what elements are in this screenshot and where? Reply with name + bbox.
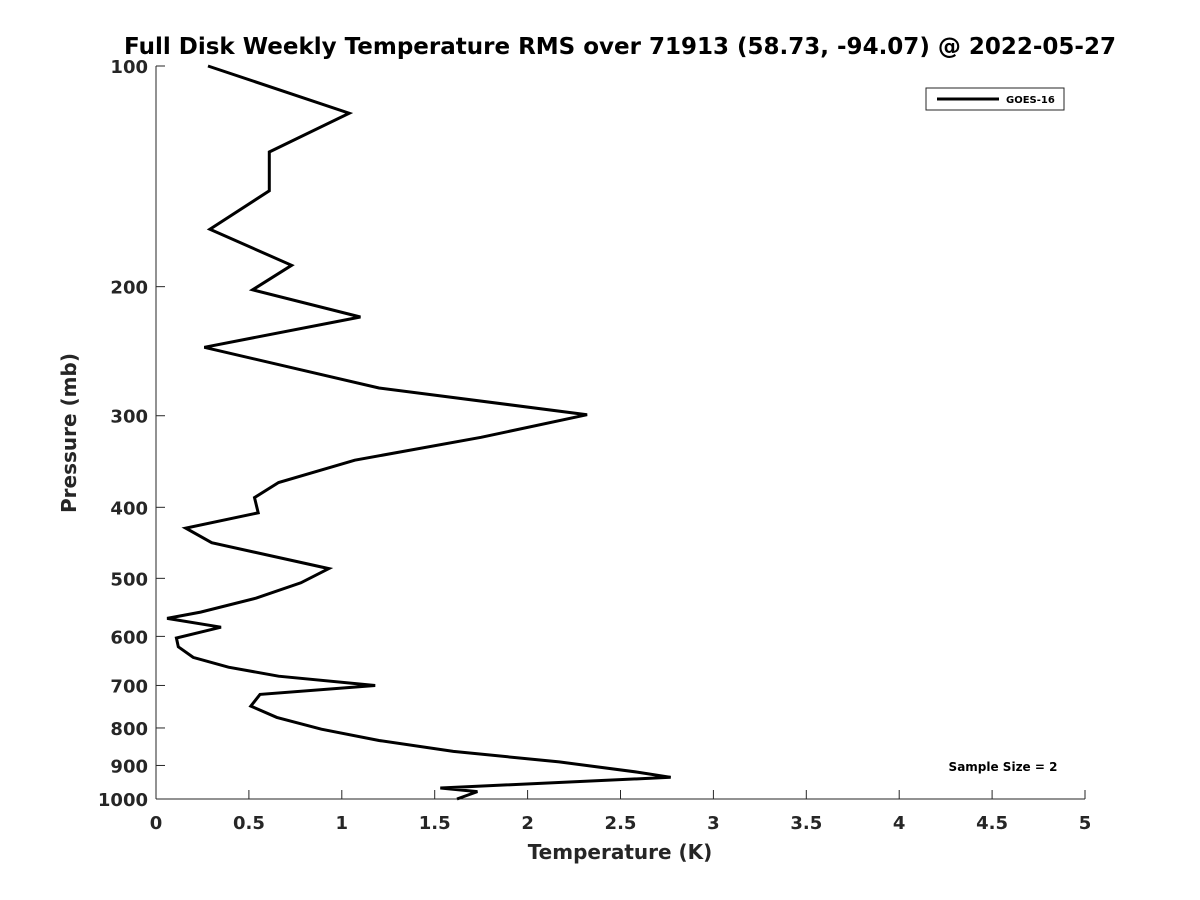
y-tick-label: 700 (110, 676, 148, 697)
y-tick-label: 500 (110, 569, 148, 590)
x-tick-label: 2.5 (605, 813, 637, 834)
x-tick-label: 2 (521, 813, 534, 834)
x-axis-label: Temperature (K) (528, 840, 713, 864)
chart-title: Full Disk Weekly Temperature RMS over 71… (124, 34, 1116, 60)
y-tick-label: 600 (110, 627, 148, 648)
y-tick-label: 900 (110, 756, 148, 777)
x-tick-label: 0.5 (233, 813, 265, 834)
x-tick-label: 1.5 (419, 813, 451, 834)
legend-entry: GOES-16 (1006, 95, 1055, 106)
y-tick-label: 1000 (98, 790, 148, 811)
y-tick-label: 100 (110, 57, 148, 78)
y-tick-label: 800 (110, 719, 148, 740)
x-tick-label: 3.5 (790, 813, 822, 834)
series-line-goes-16 (166, 64, 671, 801)
x-tick-label: 5 (1079, 813, 1092, 834)
y-tick-label: 200 (110, 278, 148, 299)
y-axis-label: Pressure (mb) (57, 353, 81, 513)
x-tick-label: 3 (707, 813, 720, 834)
x-tick-label: 0 (150, 813, 163, 834)
y-tick-label: 400 (110, 498, 148, 519)
sample-size-annotation: Sample Size = 2 (949, 760, 1058, 774)
x-tick-label: 4.5 (976, 813, 1008, 834)
x-tick-label: 4 (893, 813, 906, 834)
x-tick-label: 1 (336, 813, 349, 834)
y-tick-label: 300 (110, 407, 148, 428)
